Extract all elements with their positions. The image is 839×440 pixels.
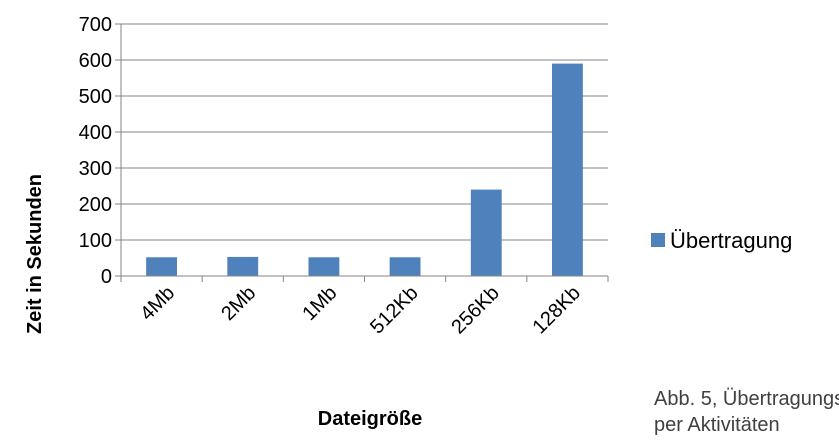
axes: [120, 24, 608, 277]
x-tick-label: 512Kb: [366, 282, 422, 338]
x-axis-title: Dateigröße: [318, 408, 422, 430]
x-tick-label: 2Mb: [217, 282, 260, 325]
y-tick-labels: 0 100 200 300 400 500 600 700: [79, 14, 112, 288]
x-tick-label: 4Mb: [136, 282, 179, 325]
y-tick-label: 100: [79, 230, 112, 252]
legend-swatch: [651, 233, 665, 247]
bar: [227, 256, 259, 276]
y-axis-title: Zeit in Sekunden: [24, 174, 46, 334]
caption-line-1: Abb. 5, Übertragungszeit: [654, 388, 839, 410]
y-tick-label: 0: [101, 266, 112, 288]
bar: [389, 257, 421, 276]
bars: [146, 63, 583, 276]
x-tick-label: 256Kb: [447, 282, 503, 338]
y-tick-label: 200: [79, 194, 112, 216]
bar: [308, 257, 340, 276]
y-tick-label: 600: [79, 50, 112, 72]
x-tick-label: 1Mb: [298, 282, 341, 325]
y-tick-label: 700: [79, 14, 112, 36]
grid-lines: [115, 23, 609, 282]
y-tick-label: 500: [79, 86, 112, 108]
bar: [551, 63, 583, 276]
x-tick-label: 128Kb: [528, 282, 584, 338]
legend: Übertragung: [651, 228, 792, 253]
y-tick-label: 400: [79, 122, 112, 144]
legend-label: Übertragung: [670, 228, 792, 253]
bar: [470, 189, 502, 276]
y-tick-label: 300: [79, 158, 112, 180]
caption-line-2: per Aktivitäten: [654, 414, 780, 436]
figure-caption: Abb. 5, Übertragungszeit per Aktivitäten: [654, 386, 839, 438]
x-tick-labels: 4Mb 2Mb 1Mb 512Kb 256Kb 128Kb: [136, 282, 585, 338]
bar: [146, 257, 178, 276]
